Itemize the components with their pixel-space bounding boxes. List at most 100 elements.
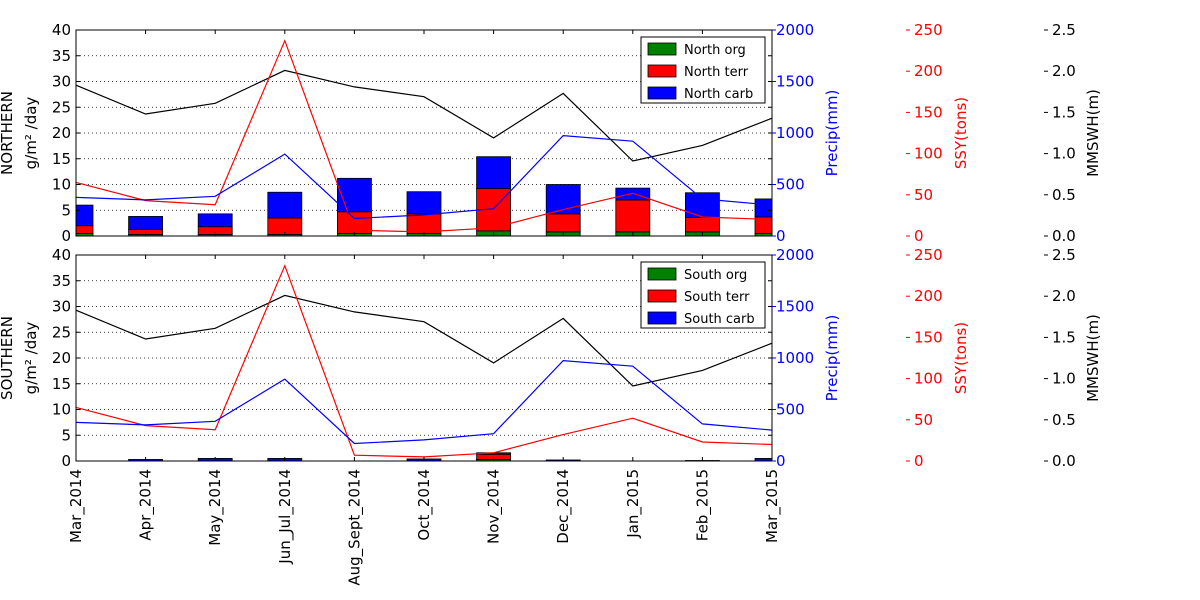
- precip-axis-label: Precip(mm): [823, 315, 841, 402]
- x-tick-label: Nov_2014: [485, 469, 504, 544]
- legend-label: North terr: [684, 65, 749, 80]
- legend-label: North carb: [684, 87, 753, 102]
- y-axis-label-unit: g/m² /day: [22, 97, 40, 170]
- ssy-tick-label: 250: [914, 246, 943, 264]
- legend-swatch: [647, 86, 677, 100]
- bar-north-carb: [128, 216, 164, 230]
- bar-north-terr: [406, 213, 442, 234]
- bar-north-terr: [75, 225, 94, 234]
- southern-panel: 05101520253035400500100015002000Precip(m…: [0, 246, 1102, 470]
- left-tick-label: 40: [52, 246, 71, 264]
- left-tick-label: 20: [52, 349, 71, 367]
- mmswh-axis-label: MMSWH(m): [1084, 89, 1102, 177]
- bar-north-terr: [615, 199, 651, 233]
- mmswh-tick-label: 1.5: [1052, 103, 1076, 121]
- bar-north-carb: [685, 192, 720, 218]
- bar-north-carb: [267, 191, 303, 219]
- ssy-tick-label: 200: [914, 287, 943, 305]
- mmswh-tick-label: 2.0: [1052, 287, 1076, 305]
- bar-north-terr: [267, 217, 303, 235]
- bar-north-terr: [685, 217, 720, 233]
- left-tick-label: 30: [52, 298, 71, 316]
- bar-north-carb: [406, 191, 442, 215]
- ssy-line: [75, 264, 773, 458]
- mmswh-axis-label: MMSWH(m): [1084, 314, 1102, 402]
- bar-north-carb: [336, 177, 372, 213]
- mmswh-tick-label: 1.0: [1052, 370, 1076, 388]
- bar-north-carb: [197, 213, 233, 228]
- x-tick-label: May_2014: [206, 469, 225, 546]
- left-tick-label: 5: [61, 201, 71, 219]
- left-tick-label: 5: [61, 426, 71, 444]
- ssy-axis-label: SSY(tons): [952, 97, 970, 169]
- legend-swatch: [647, 64, 677, 78]
- x-tick-label: Mar_2014: [67, 469, 86, 543]
- left-tick-label: 15: [52, 150, 71, 168]
- left-tick-label: 30: [52, 73, 71, 91]
- left-tick-label: 40: [52, 21, 71, 39]
- ssy-tick-label: 150: [914, 103, 943, 121]
- precip-tick-label: 1000: [776, 124, 814, 142]
- precip-tick-label: 2000: [776, 246, 814, 264]
- mmswh-tick-label: 0.0: [1052, 452, 1076, 470]
- ssy-tick-label: 100: [914, 370, 943, 388]
- legend-swatch: [647, 289, 677, 303]
- x-tick-label: Aug_Sept_2014: [345, 469, 364, 586]
- ssy-tick-label: 250: [914, 21, 943, 39]
- northern-panel: 05101520253035400500100015002000Precip(m…: [0, 21, 1102, 245]
- precip-tick-label: 0: [776, 227, 786, 245]
- legend-label: North org: [684, 43, 746, 58]
- bar-north-carb: [75, 204, 94, 227]
- bar-north-carb: [754, 198, 773, 218]
- y-axis-label-unit: g/m² /day: [22, 322, 40, 395]
- legend-label: South terr: [684, 290, 750, 305]
- precip-tick-label: 0: [776, 452, 786, 470]
- x-tick-label: Jan_2015: [624, 469, 643, 539]
- left-tick-label: 0: [61, 227, 71, 245]
- ssy-tick-label: 50: [914, 186, 933, 204]
- bar-north-terr: [545, 213, 581, 233]
- mmswh-tick-label: 2.0: [1052, 62, 1076, 80]
- x-tick-label: Mar_2015: [763, 469, 782, 543]
- mmswh-tick-label: 0.5: [1052, 411, 1076, 429]
- mmswh-tick-label: 0.5: [1052, 186, 1076, 204]
- y-axis-label-region: SOUTHERN: [0, 316, 16, 400]
- y-axis-label-region: NORTHERN: [0, 91, 16, 175]
- mmswh-tick-label: 0.0: [1052, 227, 1076, 245]
- left-tick-label: 35: [52, 272, 71, 290]
- left-tick-label: 25: [52, 323, 71, 341]
- ssy-tick-label: 200: [914, 62, 943, 80]
- x-tick-label: Dec_2014: [554, 469, 573, 544]
- ssy-line: [75, 39, 773, 233]
- precip-tick-label: 500: [776, 176, 805, 194]
- precip-axis-label: Precip(mm): [823, 90, 841, 177]
- ssy-tick-label: 150: [914, 328, 943, 346]
- bar-north-carb: [545, 184, 581, 215]
- legend-swatch: [647, 267, 677, 281]
- mmswh-line: [75, 69, 773, 162]
- legend-swatch: [647, 311, 677, 325]
- left-tick-label: 35: [52, 47, 71, 65]
- mmswh-tick-label: 2.5: [1052, 246, 1076, 264]
- x-tick-label: Apr_2014: [137, 469, 156, 541]
- left-tick-label: 15: [52, 375, 71, 393]
- mmswh-tick-label: 2.5: [1052, 21, 1076, 39]
- left-tick-label: 25: [52, 98, 71, 116]
- ssy-tick-label: 0: [914, 227, 924, 245]
- legend-label: South carb: [684, 312, 755, 327]
- precip-line: [75, 134, 773, 220]
- mmswh-tick-label: 1.5: [1052, 328, 1076, 346]
- precip-tick-label: 1000: [776, 349, 814, 367]
- left-tick-label: 10: [52, 176, 71, 194]
- bar-north-carb: [476, 156, 512, 190]
- precip-tick-label: 2000: [776, 21, 814, 39]
- mmswh-tick-label: 1.0: [1052, 145, 1076, 163]
- left-tick-label: 0: [61, 452, 71, 470]
- precip-tick-label: 1500: [776, 73, 814, 91]
- legend-swatch: [647, 42, 677, 56]
- ssy-tick-label: 0: [914, 452, 924, 470]
- left-tick-label: 10: [52, 401, 71, 419]
- mmswh-line: [75, 294, 773, 387]
- precip-tick-label: 500: [776, 401, 805, 419]
- x-tick-label: Oct_2014: [415, 469, 434, 541]
